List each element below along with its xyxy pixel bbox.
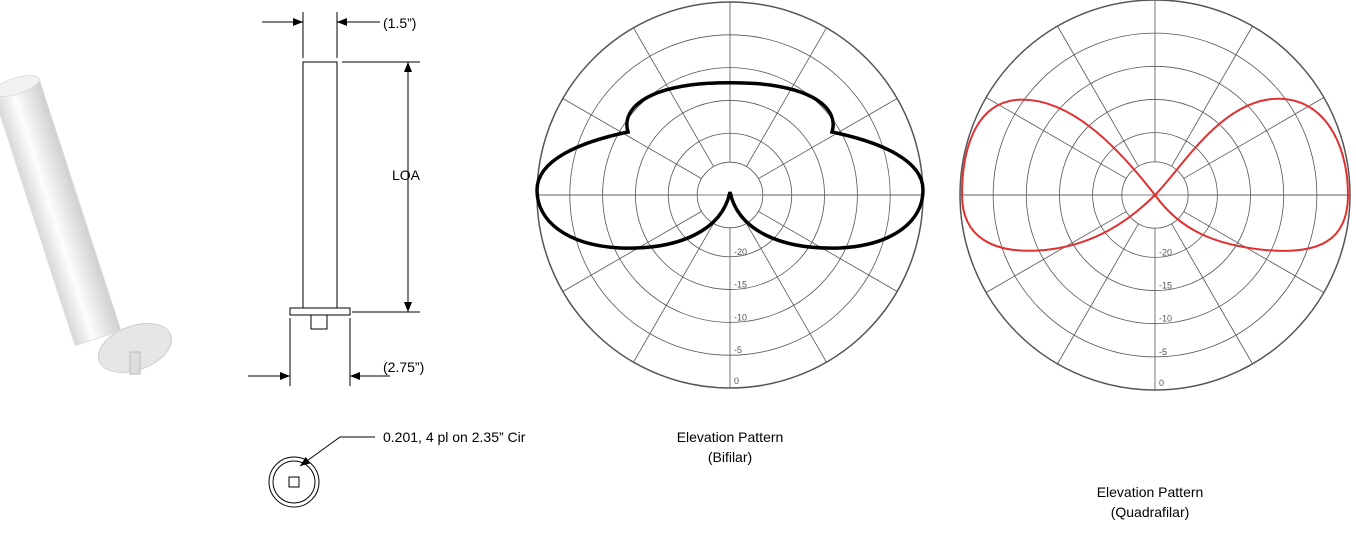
length-label: LOA [392, 167, 421, 183]
ring-label: -5 [1159, 347, 1167, 357]
ring-label: -15 [1159, 281, 1172, 291]
ring-label: -5 [734, 345, 742, 355]
subcaption: (Quadrafilar) [1111, 504, 1190, 520]
ring-label: -20 [734, 247, 747, 257]
ring-label: 0 [734, 376, 739, 386]
antenna-render [0, 71, 178, 382]
hole-note: 0.201, 4 pl on 2.35” Cir [383, 429, 526, 445]
width-label: (1.5”) [383, 15, 416, 31]
ring-label: -20 [1159, 247, 1172, 257]
flange-label: (2.75”) [383, 359, 424, 375]
caption: Elevation Pattern [1097, 484, 1204, 500]
ring-label: -15 [734, 280, 747, 290]
ring-label: -10 [734, 312, 747, 322]
page: (1.5”) LOA (2.75”) 0.201, 4 pl on 2.35” … [0, 0, 1356, 535]
ring-label: 0 [1159, 378, 1164, 388]
ring-label: -10 [1159, 314, 1172, 324]
subcaption: (Bifilar) [708, 449, 752, 465]
caption: Elevation Pattern [677, 429, 784, 445]
